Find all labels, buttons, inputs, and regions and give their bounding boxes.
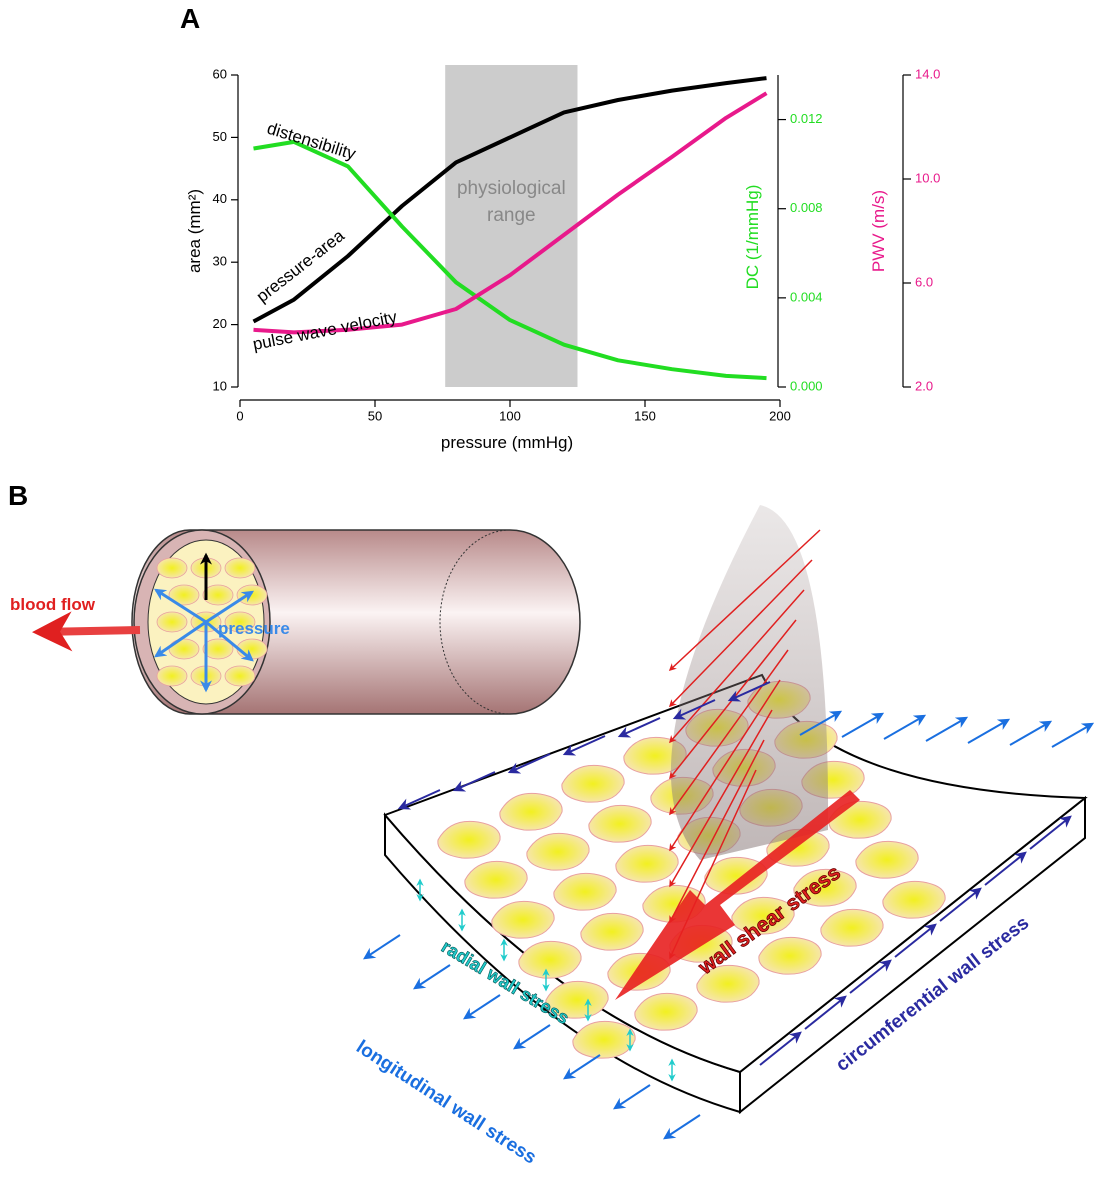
cell (225, 666, 255, 686)
panel-label: A (180, 3, 200, 34)
panel-label: B (8, 480, 28, 511)
x-tick-label: 50 (368, 408, 382, 423)
cell (237, 639, 267, 659)
longitudinal-arrow (465, 995, 500, 1018)
y3-tick-label: 10.0 (915, 170, 940, 185)
x-tick-label: 150 (634, 408, 656, 423)
y-tick-label: 10 (213, 378, 227, 393)
cell (169, 639, 199, 659)
y3-tick-label: 2.0 (915, 378, 933, 393)
y2-axis-label: DC (1/mmHg) (743, 185, 762, 290)
series-label: pulse wave velocity (251, 307, 399, 354)
range-label: physiological (457, 178, 566, 199)
flow-jet (671, 505, 828, 860)
y3-tick-label: 14.0 (915, 66, 940, 81)
x-axis-label: pressure (mmHg) (441, 433, 573, 452)
longitudinal-arrow (365, 935, 400, 958)
y-tick-label: 50 (213, 129, 227, 144)
longitudinal-arrow (1052, 724, 1092, 747)
y-axis-label: area (mm²) (185, 189, 204, 273)
y-tick-label: 40 (213, 191, 227, 206)
y2-tick-label: 0.000 (790, 378, 823, 393)
cell (157, 612, 187, 632)
x-tick-label: 100 (499, 408, 521, 423)
cell (157, 666, 187, 686)
chart-a: A physiological range 0 50 100 150 200 10 20 30 40… (180, 3, 940, 452)
label: longitudinal wall stress (352, 1037, 540, 1169)
longitudinal-arrow (1010, 722, 1050, 745)
longitudinal-arrow (926, 718, 966, 741)
diagram-b: B blood flow pressure wall shear stress … (8, 480, 1092, 1169)
y2-tick-label: 0.004 (790, 289, 823, 304)
range-label: range (487, 205, 536, 226)
y2-tick-label: 0.008 (790, 200, 823, 215)
figure: A physiological range 0 50 100 150 200 10 20 30 40… (0, 0, 1116, 1177)
y3-tick-label: 6.0 (915, 274, 933, 289)
label: blood flow (10, 595, 96, 614)
flow-arrow (40, 630, 140, 632)
cell (237, 585, 267, 605)
cell (225, 558, 255, 578)
x-tick-label: 0 (236, 408, 243, 423)
cell (157, 558, 187, 578)
y3-axis-label: PWV (m/s) (869, 190, 888, 272)
longitudinal-arrow (415, 965, 450, 988)
y-tick-label: 60 (213, 66, 227, 81)
longitudinal-arrow (842, 714, 882, 737)
x-tick-label: 200 (769, 408, 791, 423)
longitudinal-arrow (565, 1055, 600, 1078)
longitudinal-arrow (515, 1025, 550, 1048)
longitudinal-arrow (968, 720, 1008, 743)
page: {"chart_data": {"type": "line", "panel_l… (0, 0, 1116, 1177)
y-tick-label: 30 (213, 254, 227, 269)
longitudinal-arrow (615, 1085, 650, 1108)
y2-tick-label: 0.012 (790, 111, 823, 126)
longitudinal-arrow (665, 1115, 700, 1138)
longitudinal-arrow (884, 716, 924, 739)
y-tick-label: 20 (213, 316, 227, 331)
series-label: distensibility (265, 119, 359, 164)
label: pressure (218, 619, 290, 638)
